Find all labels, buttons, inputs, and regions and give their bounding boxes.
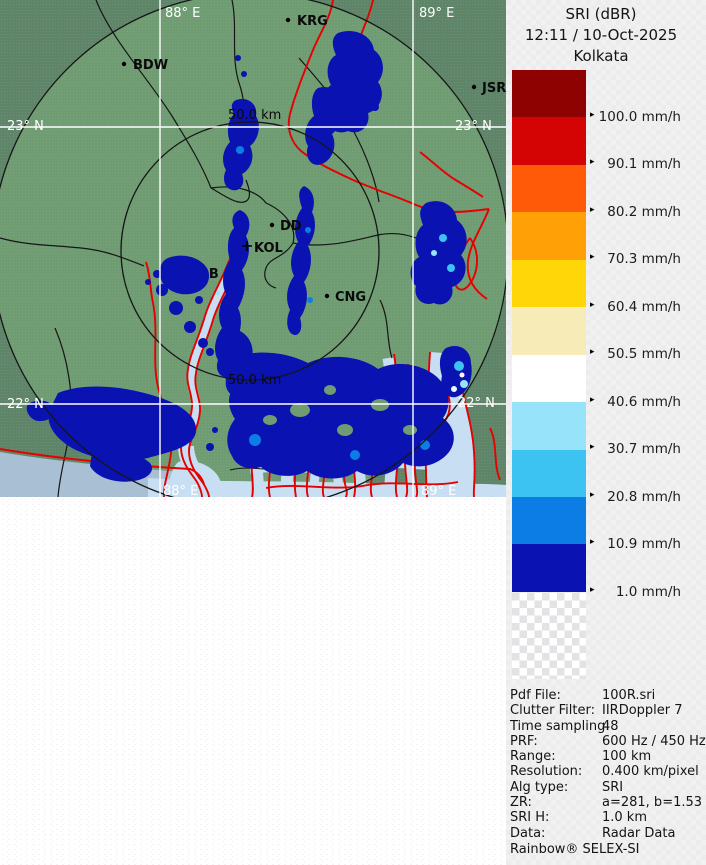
lon-label-88e-top: 88° E bbox=[165, 6, 200, 21]
city-marker-jsr: JSR bbox=[471, 81, 506, 96]
software-brand: Rainbow® SELEX-SI bbox=[510, 842, 640, 857]
lon-label-89e-top: 89° E bbox=[419, 6, 454, 21]
tick-arrow-icon: ▸ bbox=[590, 490, 595, 500]
city-marker-bdw: BDW bbox=[121, 58, 168, 73]
tick-arrow-icon: ▸ bbox=[590, 395, 595, 405]
radar-site-marker-kol: KOL bbox=[242, 241, 283, 256]
meta-row-range: Range: 100 km bbox=[510, 749, 652, 765]
svg-text:JSR: JSR bbox=[481, 81, 506, 96]
city-marker-krg: KRG bbox=[285, 14, 328, 29]
scale-swatch bbox=[512, 212, 586, 260]
station-name: Kolkata bbox=[573, 47, 629, 65]
meta-row-clutter-filter: Clutter Filter: IIRDoppler 7 bbox=[510, 703, 683, 719]
scale-swatch bbox=[512, 70, 586, 118]
city-marker-dd: DD bbox=[269, 219, 302, 234]
ring-label-top: 50.0 km bbox=[228, 108, 281, 123]
tick-arrow-icon: ▸ bbox=[590, 252, 595, 262]
graticule bbox=[0, 0, 506, 497]
echo-layer bbox=[26, 30, 472, 482]
transparent-scale-region bbox=[512, 592, 586, 679]
meta-row-pdf-file: Pdf File: 100R.sri bbox=[510, 688, 656, 703]
ring-label-bottom: 50.0 km bbox=[228, 373, 281, 388]
echo-intense-cells bbox=[216, 234, 468, 392]
city-markers: BDW KRG JSR DD KOL bbox=[121, 14, 506, 305]
radar-map: ULB bbox=[0, 0, 506, 497]
scale-swatch bbox=[512, 164, 586, 213]
color-scale-bar bbox=[512, 70, 586, 592]
city-marker-cng: CNG bbox=[324, 290, 366, 305]
scale-swatch bbox=[512, 496, 586, 545]
lat-label-22n-left: 22° N bbox=[7, 397, 44, 412]
tick-arrow-icon: ▸ bbox=[590, 205, 595, 215]
svg-text:KOL: KOL bbox=[254, 241, 283, 256]
range-ring-labels: 50.0 km 50.0 km bbox=[228, 108, 281, 388]
legend-panel: SRI (dBR) 12:11 / 10-Oct-2025 Kolkata ▸ 1… bbox=[506, 0, 706, 865]
tick-arrow-icon: ▸ bbox=[590, 537, 595, 547]
product-title: SRI (dBR) bbox=[565, 5, 637, 23]
lat-label-23n-right: 23° N bbox=[455, 119, 492, 134]
svg-text:KRG: KRG bbox=[297, 14, 328, 29]
scale-swatch bbox=[512, 354, 586, 403]
lon-label-88e-bottom: 88° E bbox=[163, 484, 198, 497]
meta-row-prf: PRF: 600 Hz / 450 Hz bbox=[510, 733, 706, 749]
scale-swatch bbox=[512, 449, 586, 497]
tick-arrow-icon: ▸ bbox=[590, 585, 595, 595]
product-metadata: Pdf File: 100R.sri Clutter Filter: IIRDopp… bbox=[510, 688, 706, 841]
graticule-labels: 88° E 89° E 23° N 23° N 22° N 22° N 88° … bbox=[7, 6, 495, 497]
range-rings bbox=[0, 0, 506, 497]
scale-swatch bbox=[512, 402, 586, 450]
meta-row-alg-type: Alg type: SRI bbox=[510, 779, 624, 795]
tick-arrow-icon: ▸ bbox=[590, 347, 595, 357]
scale-swatch bbox=[512, 259, 586, 308]
radar-map-canvas: ULB bbox=[0, 0, 506, 497]
meta-row-data: Data: Radar Data bbox=[510, 825, 676, 841]
tick-arrow-icon: ▸ bbox=[590, 300, 595, 310]
tick-arrow-icon: ▸ bbox=[590, 442, 595, 452]
meta-row-time-sampling: Time sampling: 48 bbox=[510, 718, 619, 734]
product-header: SRI (dBR) 12:11 / 10-Oct-2025 Kolkata bbox=[506, 0, 706, 67]
lat-label-23n-left: 23° N bbox=[7, 119, 44, 134]
meta-row-sri-h: SRI H: 1.0 km bbox=[510, 810, 647, 826]
meta-row-resolution: Resolution: 0.400 km/pixel bbox=[510, 764, 699, 780]
svg-text:DD: DD bbox=[280, 219, 302, 234]
scale-swatch bbox=[512, 307, 586, 355]
lon-label-89e-bottom: 89° E bbox=[421, 484, 456, 497]
scale-swatch bbox=[512, 117, 586, 165]
product-datetime: 12:11 / 10-Oct-2025 bbox=[524, 26, 678, 44]
svg-text:CNG: CNG bbox=[335, 290, 366, 305]
tick-arrow-icon: ▸ bbox=[590, 110, 595, 120]
lat-label-22n-right: 22° N bbox=[458, 396, 495, 411]
svg-text:BDW: BDW bbox=[133, 58, 168, 73]
scale-swatch bbox=[512, 544, 586, 592]
meta-row-zr: ZR: a=281, b=1.53 bbox=[510, 795, 703, 811]
page-background bbox=[0, 497, 506, 865]
tick-arrow-icon: ▸ bbox=[590, 157, 595, 167]
